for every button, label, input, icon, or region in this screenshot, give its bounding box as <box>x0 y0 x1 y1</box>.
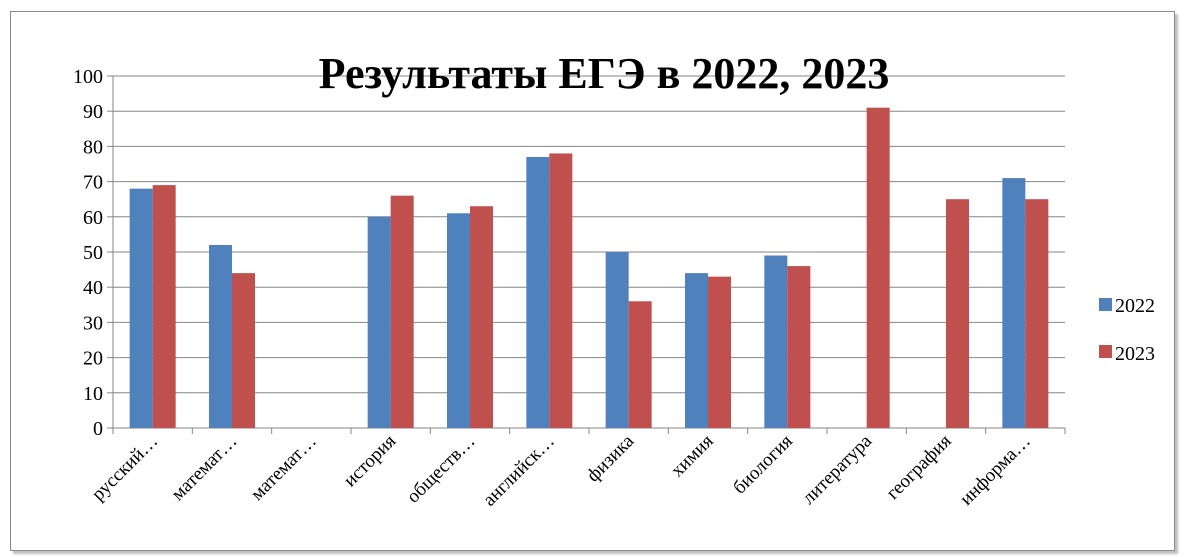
x-tick-label: география <box>882 431 955 504</box>
y-tick-label: 10 <box>83 383 103 405</box>
x-axis <box>112 427 1066 434</box>
bar-2022 <box>447 213 470 428</box>
bar-2023 <box>152 185 176 428</box>
bar-2023 <box>628 301 652 428</box>
legend: 2022 2023 <box>1099 295 1155 365</box>
legend-swatch-2022 <box>1099 298 1112 311</box>
bar-2022 <box>526 156 550 428</box>
bar-2023 <box>708 276 731 428</box>
x-tick-label: математ… <box>167 431 241 505</box>
y-tick-label: 70 <box>83 172 103 194</box>
y-axis: 0 10 20 30 40 50 60 70 80 90 100 <box>73 66 114 440</box>
x-tick-label: биология <box>729 431 797 499</box>
x-tick-label: химия <box>667 431 718 482</box>
x-tick-label: английск… <box>479 431 559 511</box>
bar-2023 <box>549 153 573 428</box>
category-labels: русский… математ… математ… история обществ… а… <box>88 430 1035 510</box>
gridlines <box>113 75 1065 394</box>
chart-frame: 0 10 20 30 40 50 60 70 80 90 100 русский… математ… м… <box>10 11 1175 551</box>
x-tick-label: история <box>340 431 401 492</box>
bar-2022 <box>129 188 153 428</box>
bar-2022 <box>605 252 629 428</box>
y-tick-label: 60 <box>83 207 103 229</box>
y-tick-label: 100 <box>73 66 103 88</box>
bars <box>129 107 1049 429</box>
bar-2022 <box>367 216 391 428</box>
x-tick-label: обществ… <box>403 431 480 508</box>
bar-2023 <box>866 107 890 429</box>
bar-2022 <box>764 255 788 428</box>
bar-2022 <box>209 244 232 428</box>
x-tick-label: информа… <box>956 431 1035 510</box>
bar-2023 <box>390 195 414 428</box>
bar-2023 <box>787 266 811 428</box>
y-tick-label: 90 <box>83 101 103 123</box>
bar-2022 <box>685 273 708 428</box>
bar-2023 <box>470 206 493 428</box>
bar-2023 <box>1025 199 1049 428</box>
y-tick-label: 40 <box>83 277 103 299</box>
y-tick-label: 30 <box>83 312 103 334</box>
x-tick-label: литература <box>798 430 876 508</box>
x-tick-label: физика <box>583 430 639 486</box>
bar-2022 <box>1002 178 1026 428</box>
bar-2023 <box>232 273 255 428</box>
y-tick-label: 0 <box>93 418 103 440</box>
x-tick-label: русский… <box>88 431 162 505</box>
legend-label-2023: 2023 <box>1115 343 1155 365</box>
legend-label-2022: 2022 <box>1115 295 1155 317</box>
y-tick-label: 20 <box>83 348 103 370</box>
legend-swatch-2023 <box>1099 345 1112 358</box>
bar-2023 <box>946 199 969 428</box>
y-tick-label: 50 <box>83 242 103 264</box>
x-tick-label: математ… <box>247 431 321 505</box>
chart-title: Результаты ЕГЭ в 2022, 2023 <box>319 49 890 98</box>
y-tick-label: 80 <box>83 136 103 158</box>
